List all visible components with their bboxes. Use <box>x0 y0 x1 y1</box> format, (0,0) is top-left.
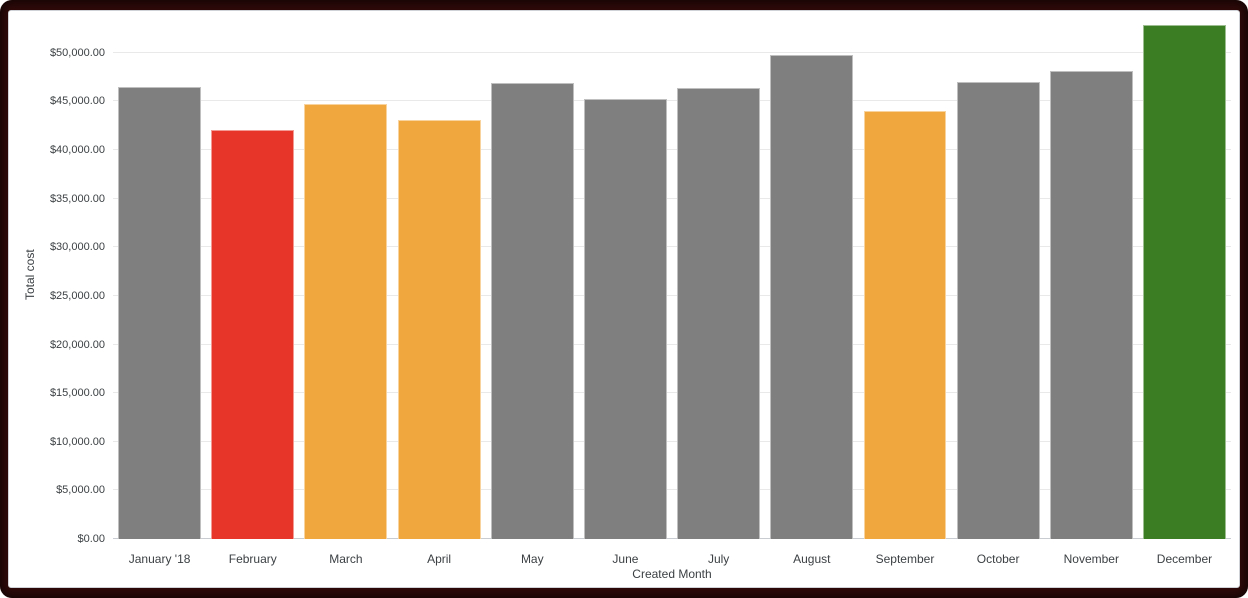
y-tick-label: $10,000.00 <box>49 435 105 448</box>
y-tick-label: $35,000.00 <box>49 192 105 205</box>
bar-slot <box>858 11 951 539</box>
bar-slot <box>1045 11 1138 539</box>
x-tick-label: November <box>1063 552 1119 566</box>
gridline <box>113 440 1231 442</box>
x-axis-title: Created Month <box>632 567 712 581</box>
chart-panel: Total cost $0.00 $5,000.00 $10,000.00 $15,0… <box>8 10 1240 588</box>
gridline <box>113 294 1231 296</box>
x-tick-label: June <box>612 552 639 566</box>
bar-july[interactable] <box>677 87 761 539</box>
y-tick-label: $20,000.00 <box>49 338 105 351</box>
x-tick-label: August <box>793 552 831 566</box>
x-axis-tick-labels: January '18 February March April May June July… <box>113 545 1231 566</box>
gridline <box>113 197 1231 199</box>
bar-slot <box>113 11 206 539</box>
bar-slot <box>206 11 299 539</box>
y-axis-tick-labels: $0.00 $5,000.00 $10,000.00 $15,000.00 $20,00… <box>9 11 105 545</box>
y-tick-label: $30,000.00 <box>49 241 105 254</box>
gridline <box>113 489 1231 491</box>
gridline <box>113 149 1231 151</box>
bar-august[interactable] <box>770 54 854 539</box>
y-tick-label: $50,000.00 <box>49 46 105 59</box>
gridline <box>113 392 1231 394</box>
x-tick-label: April <box>427 552 452 566</box>
bar-slot <box>672 11 765 539</box>
y-tick-label: $25,000.00 <box>49 289 105 302</box>
x-tick-label: September <box>875 552 935 566</box>
bar-slot <box>486 11 579 539</box>
bar-slot <box>765 11 858 539</box>
bar-december[interactable] <box>1143 24 1226 539</box>
bar-january-18[interactable] <box>118 86 202 539</box>
bar-may[interactable] <box>490 82 574 539</box>
gridline <box>113 246 1231 248</box>
bar-april[interactable] <box>397 119 481 539</box>
y-tick-label: $45,000.00 <box>49 95 105 108</box>
x-tick-label: May <box>520 552 544 566</box>
gridline <box>113 51 1231 53</box>
y-tick-label: $5,000.00 <box>56 484 105 497</box>
bar-october[interactable] <box>956 81 1040 539</box>
x-axis-baseline <box>113 538 1231 539</box>
y-tick-label: $15,000.00 <box>49 387 105 400</box>
bar-september[interactable] <box>863 111 947 539</box>
bar-february[interactable] <box>211 129 295 539</box>
y-tick-label: $0.00 <box>77 533 105 545</box>
x-tick-label: December <box>1156 552 1213 566</box>
bar-november[interactable] <box>1049 71 1133 539</box>
x-tick-label: January '18 <box>128 552 191 566</box>
bar-june[interactable] <box>583 98 667 539</box>
gridline <box>113 343 1231 345</box>
x-tick-label: March <box>329 552 363 566</box>
bar-series <box>113 11 1231 539</box>
gridline <box>113 100 1231 102</box>
x-tick-label: July <box>707 552 730 566</box>
x-tick-label: February <box>228 552 277 566</box>
bar-slot <box>299 11 392 539</box>
bar-slot <box>579 11 672 539</box>
plot-area <box>113 11 1231 539</box>
bar-slot <box>1138 11 1231 539</box>
x-tick-label: October <box>976 552 1020 566</box>
bar-march[interactable] <box>304 104 388 539</box>
y-tick-label: $40,000.00 <box>49 144 105 157</box>
bar-slot <box>393 11 486 539</box>
bar-slot <box>952 11 1045 539</box>
